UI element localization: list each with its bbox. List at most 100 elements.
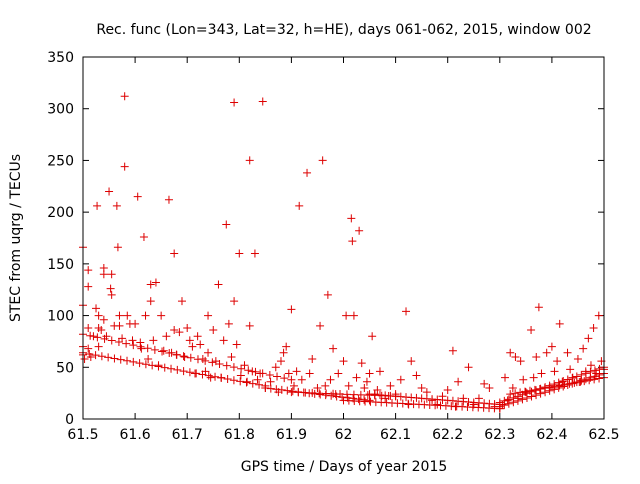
data-point <box>575 377 584 386</box>
data-point <box>292 367 301 376</box>
data-point <box>223 375 232 384</box>
data-point <box>550 367 559 376</box>
data-point <box>92 304 101 313</box>
data-point <box>209 326 218 335</box>
y-tick-label: 0 <box>65 412 74 428</box>
data-point <box>261 383 270 392</box>
data-point <box>149 336 158 345</box>
data-point <box>273 372 282 381</box>
data-point <box>355 226 364 235</box>
data-point <box>443 386 452 395</box>
data-point <box>516 357 525 366</box>
data-point <box>542 348 551 357</box>
data-point <box>123 311 132 320</box>
data-point <box>208 358 217 367</box>
data-point <box>313 383 322 392</box>
data-point <box>240 361 249 370</box>
data-point <box>288 387 297 396</box>
data-point <box>192 369 201 378</box>
y-tick-label: 350 <box>47 50 74 66</box>
data-point <box>172 350 181 359</box>
data-point <box>573 355 582 364</box>
data-point <box>581 369 590 378</box>
data-point <box>550 382 559 391</box>
data-point <box>537 369 546 378</box>
data-point <box>173 365 182 374</box>
data-point <box>527 326 536 335</box>
data-point <box>305 369 314 378</box>
data-point <box>586 367 595 376</box>
data-point <box>577 370 586 379</box>
x-tick-label: 62.2 <box>432 427 463 443</box>
data-point <box>360 383 369 392</box>
data-point <box>503 396 512 405</box>
data-point <box>266 384 275 393</box>
data-point <box>407 357 416 366</box>
data-point <box>347 214 356 223</box>
data-point <box>135 359 144 368</box>
data-point <box>100 334 109 343</box>
data-point <box>525 386 534 395</box>
data-point <box>253 375 262 384</box>
data-point <box>534 303 543 312</box>
data-point <box>235 249 244 258</box>
data-point <box>141 311 150 320</box>
data-point <box>222 220 231 229</box>
data-point <box>204 348 213 357</box>
data-point <box>360 395 369 404</box>
data-point <box>282 342 291 351</box>
data-point <box>373 386 382 395</box>
data-point <box>196 340 205 349</box>
data-point <box>128 336 137 345</box>
data-point <box>129 341 138 350</box>
data-point <box>122 339 131 348</box>
data-point <box>186 353 195 362</box>
data-point <box>188 342 197 351</box>
data-point <box>365 369 374 378</box>
x-tick-label: 61.6 <box>120 427 151 443</box>
x-tick-label: 61.8 <box>224 427 255 443</box>
data-point <box>329 344 338 353</box>
data-point <box>159 346 168 355</box>
data-point <box>327 391 336 400</box>
data-point <box>237 364 246 373</box>
data-point <box>177 297 186 306</box>
data-point <box>586 361 595 370</box>
data-point <box>516 388 525 397</box>
data-point <box>229 376 238 385</box>
data-point <box>230 98 239 107</box>
data-point <box>204 371 213 380</box>
data-point <box>563 375 572 384</box>
data-point <box>521 387 530 396</box>
data-point <box>151 278 160 287</box>
data-point <box>595 364 604 373</box>
data-point <box>84 323 93 332</box>
data-point <box>131 319 140 328</box>
data-point <box>104 353 113 362</box>
data-point <box>120 92 129 101</box>
data-point <box>508 383 517 392</box>
data-point <box>258 97 267 106</box>
x-axis-label: GPS time / Days of year 2015 <box>241 459 448 475</box>
data-point <box>123 356 132 365</box>
data-point <box>180 352 189 361</box>
data-point <box>133 192 142 201</box>
data-point <box>464 363 473 372</box>
data-point <box>580 377 589 386</box>
data-point <box>84 344 93 353</box>
x-tick-label: 61.7 <box>172 427 203 443</box>
data-point <box>500 396 509 405</box>
data-point <box>368 332 377 341</box>
data-point <box>396 375 405 384</box>
data-point <box>120 162 129 171</box>
data-point <box>316 390 325 399</box>
data-point <box>236 371 245 380</box>
data-point <box>198 370 207 379</box>
data-point <box>555 319 564 328</box>
data-point <box>545 383 554 392</box>
data-point <box>185 368 194 377</box>
data-point <box>85 349 94 358</box>
data-point <box>139 232 148 241</box>
data-point <box>402 307 411 316</box>
data-point <box>201 356 210 365</box>
